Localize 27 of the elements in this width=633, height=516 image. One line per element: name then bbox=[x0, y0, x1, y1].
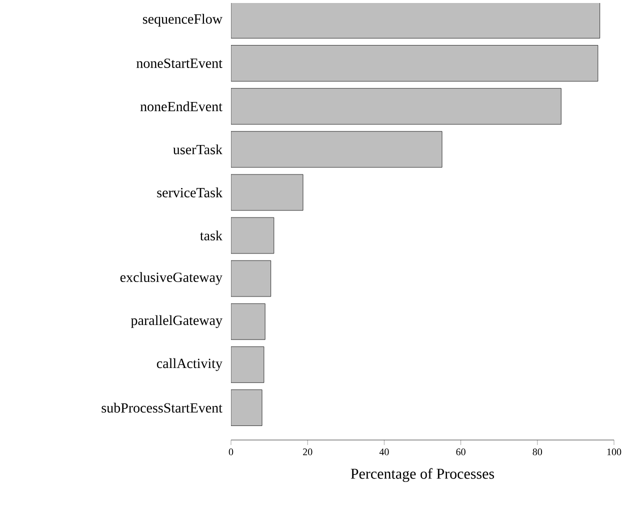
x-tick-label: 60 bbox=[456, 448, 466, 456]
y-tick-label: noneStartEvent bbox=[136, 58, 222, 68]
y-tick-label: callActivity bbox=[156, 358, 222, 372]
y-tick-label: noneEndEvent bbox=[140, 101, 222, 112]
bar bbox=[231, 390, 262, 426]
bar bbox=[231, 303, 266, 340]
bar bbox=[231, 131, 442, 168]
x-tick-label: 0 bbox=[228, 448, 234, 456]
bar bbox=[231, 45, 598, 82]
bar bbox=[231, 174, 304, 211]
y-tick-label: userTask bbox=[173, 144, 222, 154]
x-tick-label: 80 bbox=[532, 448, 542, 456]
y-tick-label: sequenceFlow bbox=[142, 14, 222, 27]
y-tick-label: exclusiveGateway bbox=[120, 272, 222, 285]
y-tick-label: subProcessStartEvent bbox=[102, 402, 222, 413]
x-tick-label: 40 bbox=[379, 448, 389, 456]
bar bbox=[231, 260, 272, 297]
y-tick-label: parallelGateway bbox=[130, 315, 222, 328]
x-tick-label: 20 bbox=[303, 448, 312, 456]
x-tick-label: 100 bbox=[607, 448, 622, 456]
bar bbox=[231, 346, 264, 383]
y-tick-label: task bbox=[200, 230, 222, 240]
bar bbox=[231, 88, 562, 125]
bar bbox=[231, 217, 274, 254]
y-tick-label: serviceTask bbox=[157, 188, 222, 198]
x-axis-title: Percentage of Processes bbox=[350, 468, 494, 482]
bar bbox=[231, 2, 600, 38]
